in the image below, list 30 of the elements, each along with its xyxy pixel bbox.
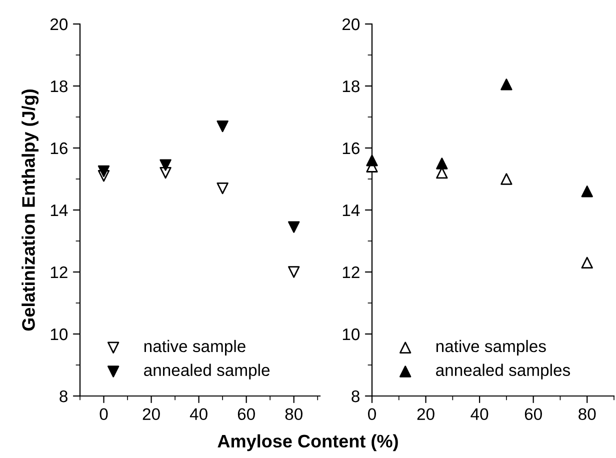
- y-tick-label: 10: [342, 328, 360, 340]
- legend-label: annealed samples: [436, 364, 570, 380]
- y-tick-label: 8: [60, 390, 68, 402]
- legend-label: native samples: [436, 340, 546, 356]
- x-tick-label: 20: [417, 408, 434, 420]
- y-tick-label: 20: [50, 18, 68, 30]
- x-tick-label: 40: [470, 408, 488, 420]
- y-tick-label: 8: [352, 390, 360, 402]
- x-tick-label: 80: [578, 408, 596, 420]
- x-tick-label: 60: [524, 408, 542, 420]
- y-axis-title: Gelatinization Enthalpy (J/g): [22, 90, 39, 331]
- y-tick-label: 18: [50, 80, 68, 92]
- y-tick-label: 14: [342, 204, 360, 216]
- x-tick-label: 20: [142, 408, 160, 420]
- x-axis-title: Amylose Content (%): [218, 434, 398, 452]
- legend-label: annealed sample: [144, 364, 270, 380]
- x-tick-label: 80: [285, 408, 302, 420]
- y-tick-label: 20: [342, 18, 360, 30]
- x-tick-label: 40: [190, 408, 208, 420]
- y-tick-label: 16: [50, 142, 68, 154]
- y-tick-label: 12: [50, 266, 68, 278]
- y-tick-label: 16: [342, 142, 360, 154]
- y-tick-label: 18: [342, 80, 360, 92]
- y-tick-label: 14: [50, 204, 68, 216]
- legend-label: native sample: [144, 340, 246, 356]
- y-tick-label: 12: [342, 266, 360, 278]
- x-tick-label: 0: [368, 408, 376, 420]
- x-tick-label: 60: [238, 408, 255, 420]
- x-tick-label: 0: [100, 408, 108, 420]
- y-tick-label: 10: [50, 328, 68, 340]
